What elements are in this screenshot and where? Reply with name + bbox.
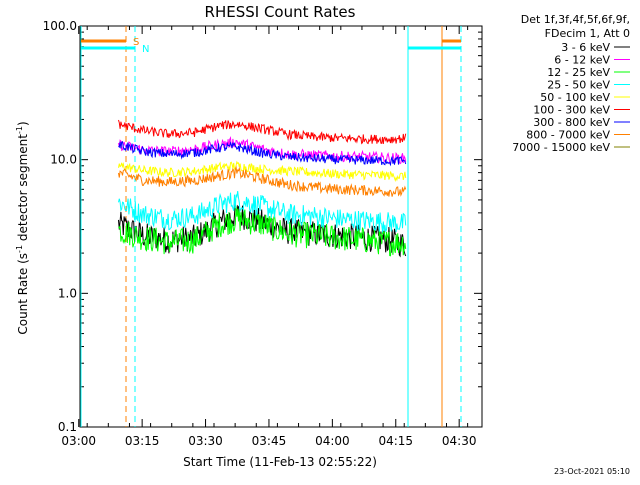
y-tick-label: 0.1: [58, 420, 77, 434]
interval-markers: S N: [80, 26, 462, 427]
series-line-6: [118, 140, 407, 167]
x-tick-label: 04:30: [442, 434, 477, 448]
x-tick-label: 03:15: [125, 434, 160, 448]
x-tick-label: 03:30: [188, 434, 223, 448]
x-tick-label: 03:00: [61, 434, 96, 448]
x-tick-label: 04:00: [315, 434, 350, 448]
legend-entry-label: 25 - 50 keV: [547, 79, 610, 92]
night-label: N: [142, 44, 149, 55]
legend-entry-label: 300 - 800 keV: [533, 116, 610, 129]
y-axis-label-mid: detector segment: [16, 134, 30, 245]
y-axis-label-main: Count Rate (s: [16, 253, 30, 335]
y-tick-label: 1.0: [58, 286, 77, 300]
x-axis: 03:00 03:15 03:30 03:45 04:00 04:15 04:30: [61, 26, 476, 448]
series-line-7: [118, 165, 407, 197]
y-tick-label: 10.0: [50, 153, 77, 167]
chart-title: RHESSI Count Rates: [205, 3, 356, 21]
legend-header-2: FDecim 1, Att 0: [545, 27, 630, 40]
plot-frame: [79, 25, 483, 428]
legend-entry-label: 6 - 12 keV: [554, 54, 610, 67]
footer-date: 23-Oct-2021 05:10: [554, 467, 630, 476]
legend-header-1: Det 1f,3f,4f,5f,6f,9f,: [521, 13, 630, 26]
y-axis-label-end: ): [16, 121, 30, 126]
y-axis-label-sup1: -1: [15, 245, 24, 253]
attenuator-label: S: [133, 37, 139, 48]
legend: Det 1f,3f,4f,5f,6f,9f, FDecim 1, Att 0 3…: [512, 13, 630, 154]
data-series: [118, 119, 407, 258]
legend-entry-label: 100 - 300 keV: [533, 104, 610, 117]
series-line-5: [118, 119, 407, 145]
legend-entry-label: 12 - 25 keV: [547, 66, 610, 79]
x-tick-label: 04:15: [378, 434, 413, 448]
legend-entry-label: 3 - 6 keV: [561, 41, 610, 54]
y-axis: 0.1 1.0 10.0 100.0: [43, 19, 482, 434]
legend-entry-label: 7000 - 15000 keV: [512, 141, 610, 154]
y-axis-label: Count Rate (s-1 detector segment-1): [15, 121, 30, 334]
x-tick-label: 03:45: [252, 434, 287, 448]
legend-entry-label: 50 - 100 keV: [540, 91, 610, 104]
y-tick-label: 100.0: [43, 19, 77, 33]
y-axis-label-sup2: -1: [15, 126, 24, 134]
legend-entry-label: 800 - 7000 keV: [526, 129, 610, 142]
series-line-3: [118, 191, 407, 233]
x-axis-label: Start Time (11-Feb-13 02:55:22): [183, 455, 377, 469]
series-line-4: [118, 160, 407, 183]
series-line-2: [118, 206, 407, 257]
